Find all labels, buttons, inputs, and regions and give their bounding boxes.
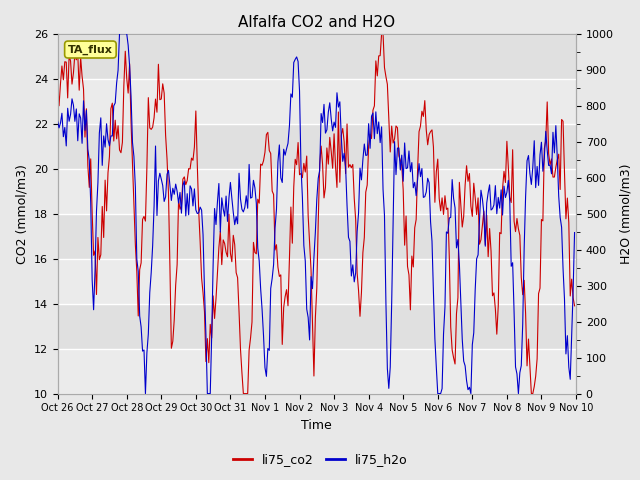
Y-axis label: H2O (mmol/m3): H2O (mmol/m3) <box>620 163 632 264</box>
Title: Alfalfa CO2 and H2O: Alfalfa CO2 and H2O <box>238 15 396 30</box>
Y-axis label: CO2 (mmol/m3): CO2 (mmol/m3) <box>15 164 28 264</box>
Text: TA_flux: TA_flux <box>68 44 113 55</box>
Bar <box>58 168 576 214</box>
Bar <box>58 79 576 123</box>
Legend: li75_co2, li75_h2o: li75_co2, li75_h2o <box>228 448 412 471</box>
Bar <box>58 348 576 394</box>
Bar <box>58 259 576 303</box>
X-axis label: Time: Time <box>301 419 332 432</box>
